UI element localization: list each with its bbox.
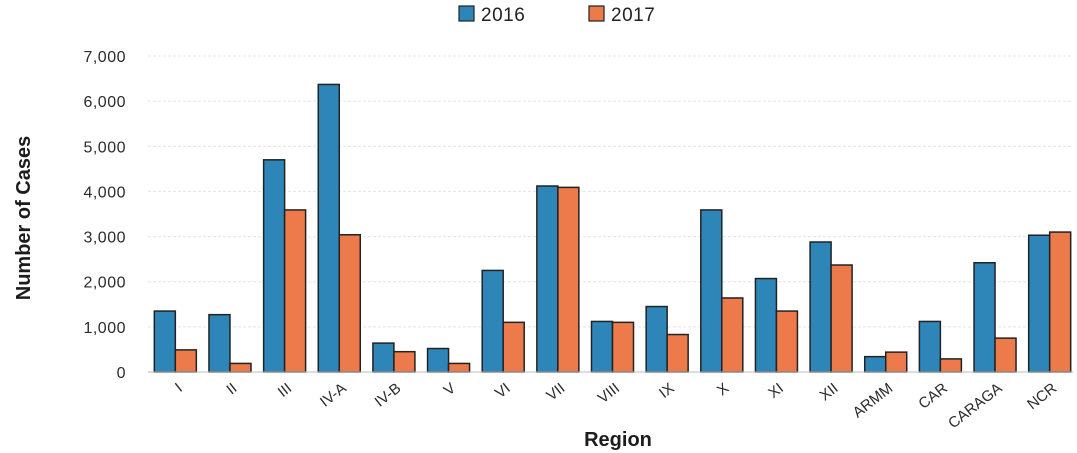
y-tick-label: 1,000 [83,320,126,337]
y-tick-label: 2,000 [83,275,126,292]
x-tick-label: I [172,380,186,396]
x-tick-label: III [275,380,295,401]
bar-2016-VII [536,185,559,373]
x-tick-label: CAR [915,380,951,413]
y-tick-label: 0 [117,365,126,382]
y-tick-label: 4,000 [83,184,126,201]
bar-2016-NCR [1027,234,1051,373]
bar-2017-VI [502,321,525,373]
y-tick-label: 6,000 [83,94,126,111]
bar-2017-NCR [1048,231,1072,373]
bar-2017-XII [830,264,853,373]
bar-2016-V [426,347,450,373]
bars [153,83,1072,373]
bar-2016-ARMM [863,355,887,373]
bar-2016-IV-B [372,342,395,373]
x-tick-label: II [223,380,240,399]
bar-2017-IV-B [393,350,416,373]
bar-2016-CARAGA [973,262,996,373]
x-tick-label: VI [492,380,514,402]
bar-2016-XII [809,241,832,373]
bar-2017-XI [775,310,799,373]
bar-2016-VI [481,269,504,373]
x-tick-label: VII [543,380,568,405]
bar-2016-II [208,313,231,373]
bar-2017-IV-A [338,234,362,373]
x-tick-label: IV-B [372,380,405,411]
bar-2016-III [262,159,286,373]
y-tick-label: 5,000 [83,139,126,156]
gridlines [148,55,1073,328]
x-tick-label: NCR [1024,380,1060,414]
x-tick-label: IV-A [317,380,350,411]
bar-2017-CARAGA [994,337,1017,373]
bar-2016-XI [754,277,778,373]
bar-2017-V [447,362,471,373]
legend-label: 2017 [611,5,655,26]
x-tick-label: XII [817,380,842,405]
bar-2016-IX [645,305,668,373]
y-tick-label: 7,000 [83,49,126,66]
y-tick-label: 3,000 [83,230,126,247]
legend: 2016 2017 [458,5,655,26]
bar-2017-VII [557,186,580,373]
x-tick-label: IX [656,380,678,402]
bar-2017-III [283,209,307,373]
x-tick-label: ARMM [850,380,897,422]
bar-2016-VIII [590,320,614,373]
bar-2017-CAR [939,358,963,373]
x-axis-title: Region [584,429,652,451]
x-tick-label: CARAGA [945,380,1005,432]
bar-2017-ARMM [884,351,908,373]
bar-2016-CAR [918,320,942,373]
x-tick-label: V [441,380,459,400]
x-tick-label: XI [765,380,787,402]
legend-swatch-2016 [458,5,475,22]
bar-2016-I [153,310,177,373]
bar-2017-IX [666,333,689,373]
legend-swatch-2017 [588,5,605,22]
legend-label: 2016 [481,5,525,26]
y-axis-title: Number of Cases [13,136,35,301]
bar-2017-II [229,362,252,373]
bar-2017-VIII [611,321,635,373]
bar-2017-X [721,297,744,373]
bar-2017-I [174,349,198,373]
x-tick-label: VIII [595,380,623,407]
bar-2016-IV-A [317,83,341,373]
x-axis-ticks: I II III IV-A IV-B V VI VII VIII IX X XI XII ARMM CARC… [172,380,1060,433]
y-axis-ticks: 0 1,000 2,000 3,000 4,000 5,000 6,000 7,000 [83,49,126,382]
x-tick-label: X [714,380,732,400]
bar-2016-X [700,209,723,373]
